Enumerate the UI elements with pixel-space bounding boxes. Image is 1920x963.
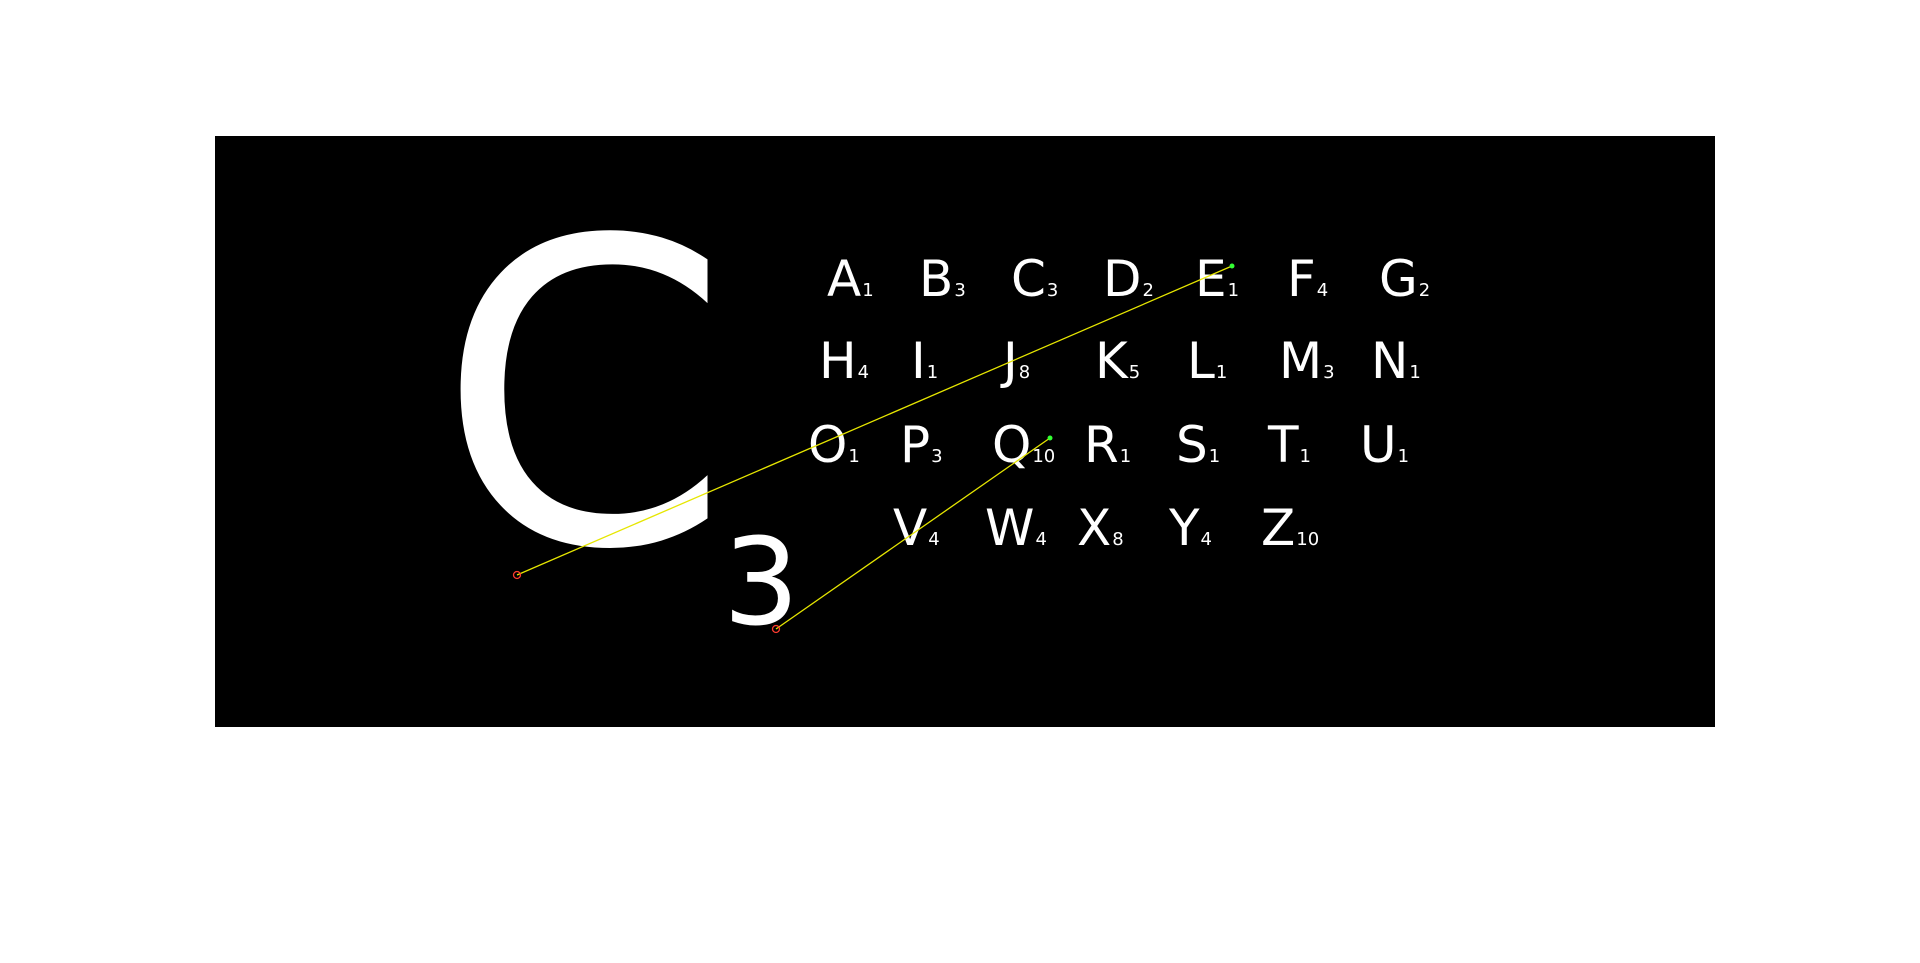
letter-tile: M3 <box>1279 336 1335 386</box>
tile-value: 8 <box>1018 362 1031 383</box>
letter-tile: I1 <box>911 336 938 386</box>
letter-tile: X8 <box>1077 503 1124 553</box>
letter-tile: U1 <box>1360 420 1409 470</box>
tile-value: 1 <box>862 280 874 301</box>
tile-letter: D <box>1103 250 1142 308</box>
tile-letter: G <box>1379 250 1418 308</box>
tile-value: 1 <box>1397 446 1410 467</box>
tile-letter: E <box>1195 250 1227 308</box>
letter-tile: Q10 <box>992 420 1055 470</box>
tile-letter: Q <box>992 416 1032 474</box>
letter-tile: Y4 <box>1169 503 1212 553</box>
letter-tile: J8 <box>1003 336 1030 386</box>
tile-value: 2 <box>1418 280 1431 301</box>
tile-value: 2 <box>1142 280 1154 301</box>
query-value: 3 <box>723 514 800 653</box>
letter-tile: C3 <box>1011 254 1058 304</box>
tile-letter: I <box>911 332 926 390</box>
tile-value: 10 <box>1296 529 1320 550</box>
tile-letter: S <box>1176 416 1208 474</box>
tile-letter: X <box>1077 499 1112 557</box>
tile-value: 1 <box>1299 446 1311 467</box>
letter-tile: A1 <box>827 254 874 304</box>
tile-letter: V <box>893 499 928 557</box>
tile-value: 10 <box>1032 446 1056 467</box>
match-image-panel: C 3 A1 B3 C3 D2 E1 F4 G2 H4 I1 J8 K5 L1 M3 N1 O1 P3 Q10 R… <box>215 136 1715 727</box>
query-letter: C <box>437 153 731 642</box>
tile-letter: L <box>1187 332 1215 390</box>
letter-tile: E1 <box>1195 254 1239 304</box>
letter-tile: D2 <box>1103 254 1154 304</box>
tile-letter: P <box>900 416 931 474</box>
tile-value: 1 <box>1119 446 1132 467</box>
tile-letter: K <box>1095 332 1128 390</box>
tile-letter: C <box>1011 250 1046 308</box>
letter-tile: T1 <box>1268 420 1311 470</box>
letter-tile: P3 <box>900 420 943 470</box>
tile-value: 4 <box>857 362 870 383</box>
letter-tile: V4 <box>893 503 940 553</box>
tile-value: 4 <box>1316 280 1329 301</box>
tile-value: 1 <box>1409 362 1421 383</box>
tile-letter: Z <box>1261 499 1296 557</box>
tile-letter: A <box>827 250 862 308</box>
tile-letter: W <box>985 499 1035 557</box>
tile-value: 3 <box>954 280 966 301</box>
letter-tile: O1 <box>808 420 860 470</box>
tile-value: 3 <box>931 446 943 467</box>
tile-value: 1 <box>848 446 860 467</box>
letter-tile: B3 <box>919 254 966 304</box>
letter-tile: H4 <box>819 336 869 386</box>
letter-tile: K5 <box>1095 336 1140 386</box>
letter-tile: L1 <box>1187 336 1227 386</box>
letter-tile: S1 <box>1176 420 1220 470</box>
tile-letter: H <box>819 332 857 390</box>
tile-value: 1 <box>1208 446 1221 467</box>
tile-letter: R <box>1084 416 1119 474</box>
tile-value: 5 <box>1128 362 1141 383</box>
tile-letter: U <box>1360 416 1397 474</box>
tile-value: 3 <box>1323 362 1335 383</box>
tile-value: 1 <box>1227 280 1240 301</box>
tile-value: 8 <box>1112 529 1124 550</box>
tile-letter: F <box>1287 250 1316 308</box>
tile-value: 4 <box>1200 529 1212 550</box>
letter-tile: N1 <box>1371 336 1421 386</box>
tile-value: 1 <box>926 362 939 383</box>
tile-letter: J <box>1003 332 1018 390</box>
tile-letter: T <box>1268 416 1299 474</box>
tile-value: 4 <box>1035 529 1047 550</box>
tile-letter: M <box>1279 332 1323 390</box>
letter-tile: G2 <box>1379 254 1430 304</box>
tile-letter: B <box>919 250 954 308</box>
tile-value: 3 <box>1046 280 1059 301</box>
letter-tile: Z10 <box>1261 503 1319 553</box>
tile-letter: O <box>808 416 848 474</box>
tile-letter: Y <box>1169 499 1200 557</box>
letter-tile: F4 <box>1287 254 1328 304</box>
letter-tile: R1 <box>1084 420 1131 470</box>
tile-value: 4 <box>928 529 940 550</box>
letter-tile: W4 <box>985 503 1047 553</box>
tile-letter: N <box>1371 332 1409 390</box>
tile-value: 1 <box>1215 362 1228 383</box>
